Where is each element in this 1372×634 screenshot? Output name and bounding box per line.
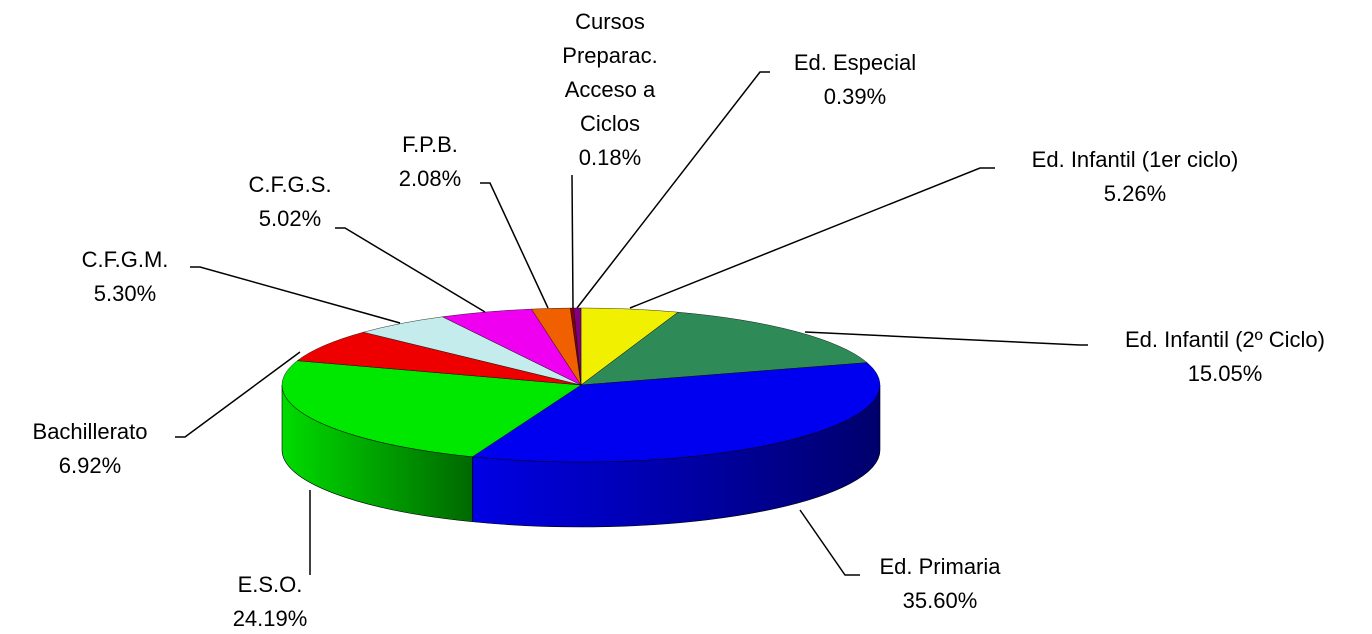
category-label: Ed. Especial bbox=[793, 50, 917, 75]
leader-line bbox=[571, 174, 574, 309]
slice-label: Ed. Especial 0.39% bbox=[794, 46, 916, 114]
slice-label: Bachillerato 6.92% bbox=[33, 415, 148, 483]
category-label: Ed. Infantil (2º Ciclo) bbox=[1125, 327, 1325, 352]
leader-line bbox=[629, 167, 995, 309]
leader-line bbox=[804, 331, 1088, 346]
slice-label: C.F.G.S. 5.02% bbox=[248, 168, 331, 236]
category-label: Cursos Preparac. Acceso a Ciclos bbox=[562, 9, 658, 136]
leader-line bbox=[335, 227, 486, 313]
slice-label: C.F.G.M. 5.30% bbox=[82, 243, 169, 311]
value-label: 5.30% bbox=[93, 281, 157, 306]
category-label: C.F.G.M. bbox=[81, 247, 169, 272]
leader-line bbox=[480, 182, 549, 309]
value-label: 2.08% bbox=[398, 166, 462, 191]
category-label: Ed. Infantil (1er ciclo) bbox=[1031, 147, 1239, 172]
value-label: 24.19% bbox=[232, 606, 308, 631]
slice-label: E.S.O. 24.19% bbox=[233, 568, 308, 634]
value-label: 15.05% bbox=[1187, 361, 1263, 386]
value-label: 0.39% bbox=[823, 84, 887, 109]
value-label: 5.26% bbox=[1103, 181, 1167, 206]
slice-label: Ed. Primaria 35.60% bbox=[879, 550, 1000, 618]
slice bbox=[580, 311, 868, 386]
slice-label: F.P.B. 2.08% bbox=[399, 128, 461, 196]
category-label: E.S.O. bbox=[237, 572, 303, 597]
category-label: F.P.B. bbox=[402, 132, 458, 157]
slice bbox=[471, 362, 881, 463]
slice bbox=[281, 360, 582, 457]
leader-line bbox=[175, 351, 301, 438]
category-label: C.F.G.S. bbox=[248, 172, 332, 197]
slice-label: Ed. Infantil (2º Ciclo) 15.05% bbox=[1125, 323, 1325, 391]
value-label: 0.18% bbox=[578, 145, 642, 170]
slice bbox=[296, 331, 582, 386]
value-label: 35.60% bbox=[902, 588, 978, 613]
value-label: 5.02% bbox=[258, 206, 322, 231]
value-label: 6.92% bbox=[58, 453, 122, 478]
slice-label: Cursos Preparac. Acceso a Ciclos 0.18% bbox=[545, 5, 675, 175]
leader-line bbox=[190, 266, 401, 324]
slice-label: Ed. Infantil (1er ciclo) 5.26% bbox=[1032, 143, 1239, 211]
leader-line bbox=[799, 509, 860, 576]
category-label: Ed. Primaria bbox=[879, 554, 1001, 579]
leader-line bbox=[576, 71, 770, 309]
category-label: Bachillerato bbox=[32, 419, 148, 444]
